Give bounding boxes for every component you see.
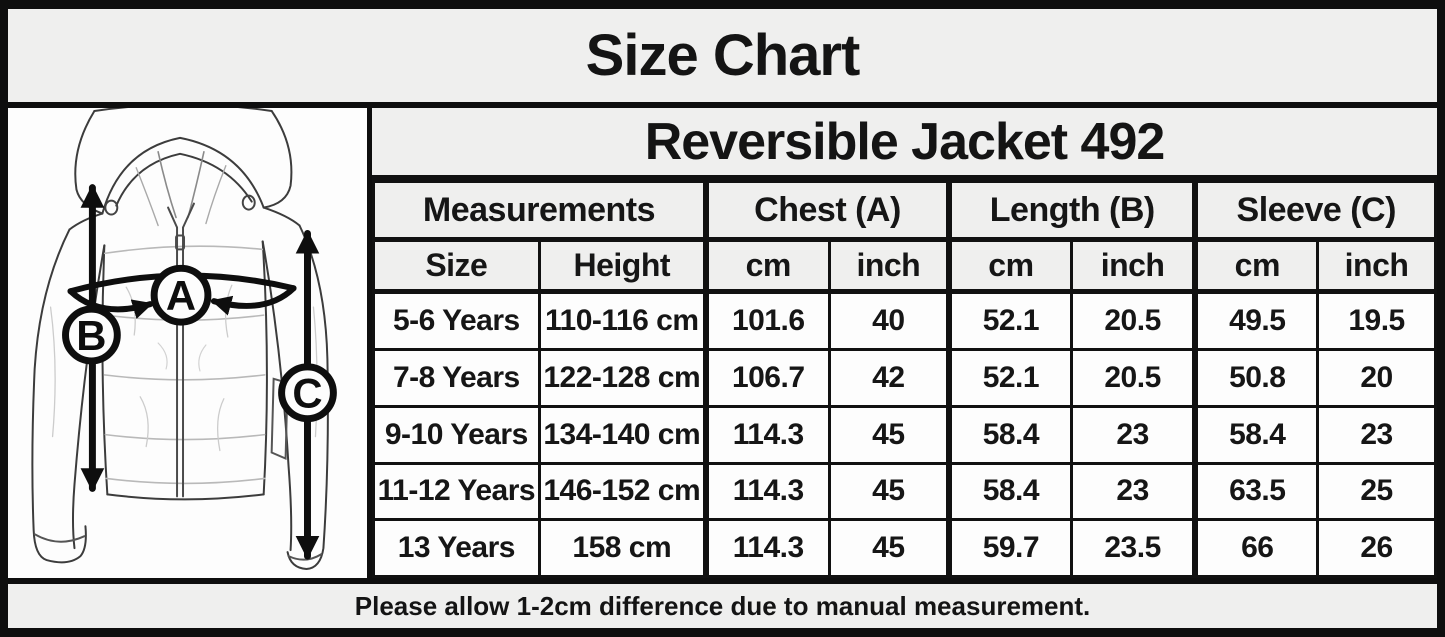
chest-inch-cell: 42 (827, 348, 951, 408)
sleeve-inch-cell: 26 (1316, 518, 1437, 578)
main-area: A B C Reversible Jacket 492 (8, 108, 1438, 578)
length-marker-letter: B (76, 312, 106, 359)
col-header-chest-cm: cm (702, 238, 831, 294)
sleeve-inch-cell: 19.5 (1316, 289, 1437, 352)
chest-inch-cell: 40 (827, 289, 951, 352)
table-row: 5-6 Years 110-116 cm 101.6 40 52.1 20.5 … (372, 289, 1437, 352)
length-cm-cell: 58.4 (946, 461, 1073, 522)
col-header-height: Height (537, 238, 708, 294)
col-header-size: Size (372, 238, 541, 294)
sleeve-cm-cell: 50.8 (1192, 348, 1320, 408)
height-cell: 134-140 cm (537, 404, 708, 465)
height-cell: 146-152 cm (537, 461, 708, 522)
length-inch-cell: 23.5 (1069, 518, 1197, 578)
table-row: 11-12 Years 146-152 cm 114.3 45 58.4 23 … (372, 461, 1437, 522)
chest-cm-cell: 114.3 (702, 518, 831, 578)
size-cell: 9-10 Years (372, 404, 541, 465)
size-cell: 11-12 Years (372, 461, 541, 522)
size-cell: 7-8 Years (372, 348, 541, 408)
length-cm-cell: 52.1 (946, 289, 1073, 352)
size-cell: 5-6 Years (372, 289, 541, 352)
length-cm-cell: 58.4 (946, 404, 1073, 465)
chest-cm-cell: 114.3 (702, 404, 831, 465)
chest-inch-cell: 45 (827, 404, 951, 465)
col-header-sleeve-inch: inch (1316, 238, 1437, 294)
col-header-sleeve-cm: cm (1192, 238, 1320, 294)
length-cm-cell: 59.7 (946, 518, 1073, 578)
col-header-length-cm: cm (946, 238, 1073, 294)
chest-cm-cell: 101.6 (702, 289, 831, 352)
sleeve-cm-cell: 49.5 (1192, 289, 1320, 352)
length-inch-cell: 23 (1069, 404, 1197, 465)
title-bar: Size Chart (8, 9, 1437, 102)
length-inch-cell: 20.5 (1069, 289, 1197, 352)
chest-arrow-left-icon (67, 288, 154, 319)
jacket-diagram-panel: A B C (8, 108, 367, 578)
height-cell: 110-116 cm (537, 289, 708, 352)
table-row: 9-10 Years 134-140 cm 114.3 45 58.4 23 5… (372, 404, 1437, 465)
size-table: Measurements Chest (A) Length (B) Sleeve… (371, 180, 1438, 578)
chest-cm-cell: 114.3 (702, 461, 831, 522)
sleeve-inch-cell: 20 (1316, 348, 1437, 408)
group-header-sleeve: Sleeve (C) (1192, 180, 1438, 242)
chest-arrow-right-icon (210, 285, 297, 316)
table-row: 13 Years 158 cm 114.3 45 59.7 23.5 66 26 (372, 518, 1437, 578)
group-header-row: Measurements Chest (A) Length (B) Sleeve… (371, 180, 1438, 242)
footer-bar: Please allow 1-2cm difference due to man… (8, 584, 1437, 628)
height-cell: 158 cm (537, 518, 708, 578)
col-header-chest-inch: inch (827, 238, 951, 294)
sleeve-marker-circle-icon (278, 363, 337, 423)
chest-marker-letter: A (166, 272, 196, 319)
group-header-chest: Chest (A) (702, 180, 951, 242)
size-cell: 13 Years (372, 518, 541, 578)
sleeve-cm-cell: 63.5 (1192, 461, 1320, 522)
sleeve-inch-cell: 25 (1316, 461, 1437, 522)
length-inch-cell: 23 (1069, 461, 1197, 522)
measurement-arrows-icon (67, 184, 320, 560)
col-header-length-inch: inch (1069, 238, 1197, 294)
sleeve-cm-cell: 58.4 (1192, 404, 1320, 465)
group-header-measurements: Measurements (371, 180, 708, 242)
marker-badges: A B C (62, 264, 337, 423)
height-cell: 122-128 cm (537, 348, 708, 408)
length-inch-cell: 20.5 (1069, 348, 1197, 408)
chest-inch-cell: 45 (827, 518, 951, 578)
product-banner: Reversible Jacket 492 (372, 108, 1437, 180)
product-title: Reversible Jacket 492 (644, 112, 1166, 171)
length-marker-circle-icon (62, 305, 121, 365)
group-header-length: Length (B) (946, 180, 1197, 242)
page-title: Size Chart (585, 23, 861, 88)
sleeve-inch-cell: 23 (1316, 404, 1437, 465)
measurement-disclaimer: Please allow 1-2cm difference due to man… (354, 590, 1091, 621)
chest-cm-cell: 106.7 (702, 348, 831, 408)
sub-header-row: Size Height cm inch cm inch cm inch (372, 238, 1437, 294)
size-table-panel: Reversible Jacket 492 Measurements Chest… (371, 108, 1438, 578)
table-row: 7-8 Years 122-128 cm 106.7 42 52.1 20.5 … (372, 348, 1437, 408)
jacket-measurement-diagram-icon: A B C (31, 108, 337, 571)
chest-inch-cell: 45 (827, 461, 951, 522)
sleeve-cm-cell: 66 (1192, 518, 1320, 578)
chest-marker-circle-icon (150, 264, 212, 326)
sleeve-marker-letter: C (292, 370, 322, 417)
length-cm-cell: 52.1 (946, 348, 1073, 408)
